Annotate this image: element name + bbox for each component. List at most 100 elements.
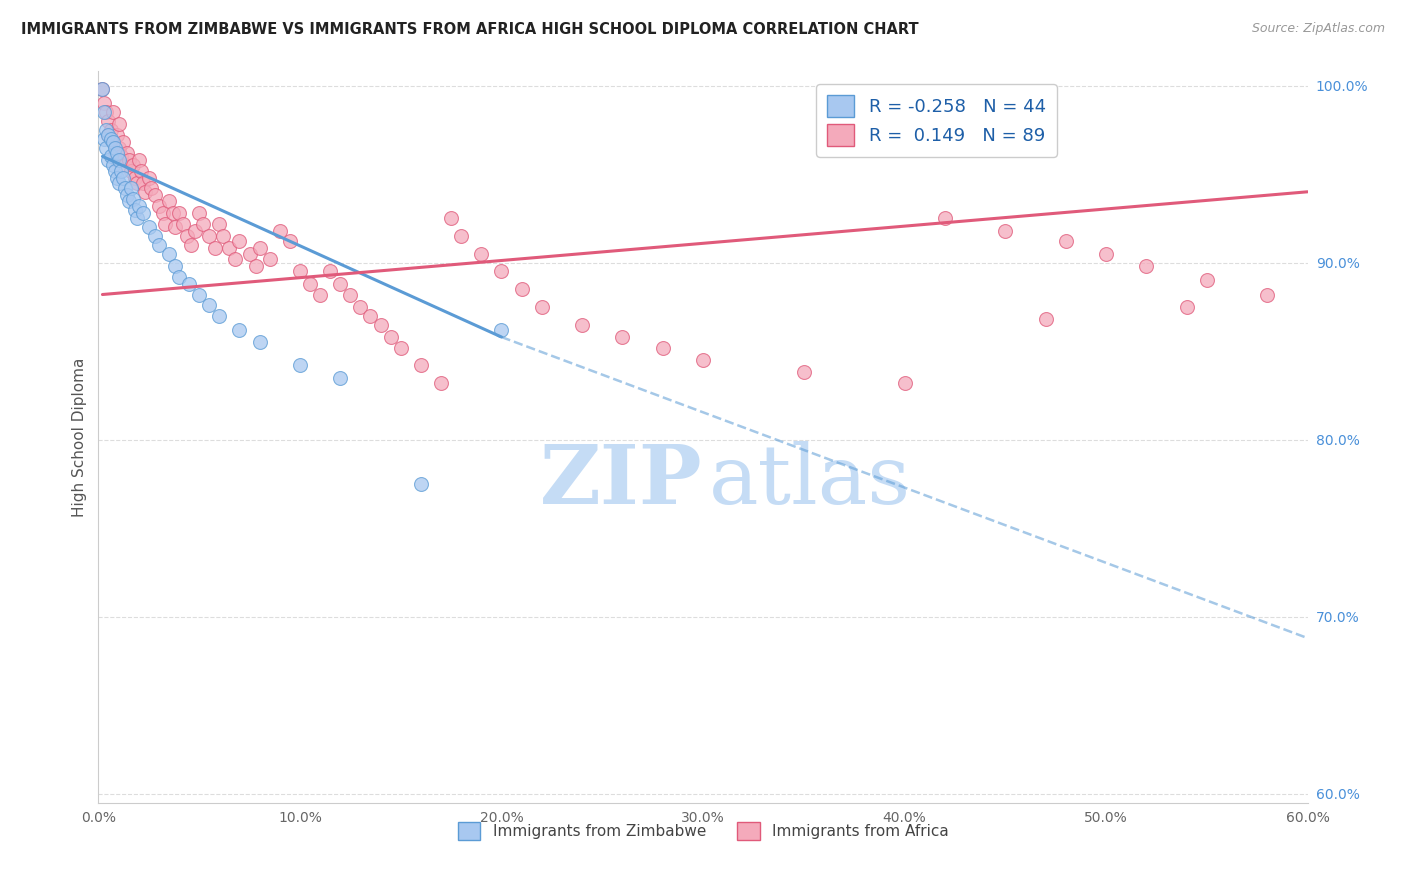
Point <box>105 170 128 185</box>
Point <box>107 153 129 167</box>
Y-axis label: High School Diploma: High School Diploma <box>72 358 87 516</box>
Point <box>157 194 180 208</box>
Point <box>288 359 311 373</box>
Legend: Immigrants from Zimbabwe, Immigrants from Africa: Immigrants from Zimbabwe, Immigrants fro… <box>451 815 955 847</box>
Point <box>530 300 553 314</box>
Point <box>1135 259 1157 273</box>
Point <box>97 128 120 142</box>
Point <box>269 224 291 238</box>
Point <box>100 123 122 137</box>
Point <box>491 323 513 337</box>
Point <box>249 335 271 350</box>
Point <box>245 259 267 273</box>
Point <box>163 259 186 273</box>
Point <box>105 145 128 160</box>
Point <box>114 181 136 195</box>
Point <box>228 235 250 249</box>
Point <box>179 277 201 291</box>
Point <box>188 206 211 220</box>
Point <box>101 105 124 120</box>
Point <box>389 341 412 355</box>
Point <box>167 206 190 220</box>
Point <box>172 217 194 231</box>
Point <box>143 229 166 244</box>
Point <box>93 96 115 111</box>
Point <box>651 341 673 355</box>
Point <box>249 242 271 256</box>
Point <box>115 145 138 160</box>
Point <box>110 163 132 178</box>
Point <box>380 330 402 344</box>
Text: atlas: atlas <box>709 441 911 521</box>
Point <box>101 135 124 149</box>
Point <box>101 158 124 172</box>
Point <box>138 170 160 185</box>
Point <box>319 264 342 278</box>
Point <box>93 105 115 120</box>
Point <box>97 128 120 142</box>
Point <box>103 140 125 154</box>
Point <box>360 309 382 323</box>
Point <box>370 318 392 332</box>
Point <box>188 287 211 301</box>
Point <box>180 238 202 252</box>
Point <box>103 163 125 178</box>
Point <box>198 298 221 312</box>
Point <box>212 229 235 244</box>
Point <box>120 163 142 178</box>
Point <box>121 158 143 172</box>
Text: IMMIGRANTS FROM ZIMBABWE VS IMMIGRANTS FROM AFRICA HIGH SCHOOL DIPLOMA CORRELATI: IMMIGRANTS FROM ZIMBABWE VS IMMIGRANTS F… <box>21 22 918 37</box>
Point <box>107 140 129 154</box>
Text: ZIP: ZIP <box>540 441 703 521</box>
Point <box>124 170 146 185</box>
Point <box>139 181 162 195</box>
Point <box>450 229 472 244</box>
Point <box>115 188 138 202</box>
Point <box>153 217 176 231</box>
Point <box>218 242 240 256</box>
Point <box>129 163 152 178</box>
Point <box>1195 273 1218 287</box>
Point <box>440 211 463 226</box>
Point <box>120 181 142 195</box>
Point <box>208 309 231 323</box>
Point <box>132 176 155 190</box>
Point <box>132 206 155 220</box>
Point <box>128 199 150 213</box>
Point <box>96 140 118 154</box>
Point <box>143 188 166 202</box>
Point <box>198 229 221 244</box>
Point <box>491 264 513 278</box>
Point <box>91 82 114 96</box>
Point <box>184 224 207 238</box>
Point <box>162 206 184 220</box>
Point <box>121 192 143 206</box>
Point <box>208 217 231 231</box>
Point <box>152 206 174 220</box>
Point <box>204 242 226 256</box>
Point <box>299 277 322 291</box>
Point <box>97 153 120 167</box>
Point <box>339 287 361 301</box>
Point <box>138 220 160 235</box>
Point <box>148 238 170 252</box>
Point <box>612 330 634 344</box>
Point <box>125 176 148 190</box>
Point <box>125 211 148 226</box>
Point <box>1054 235 1077 249</box>
Point <box>288 264 311 278</box>
Point <box>329 370 352 384</box>
Point <box>103 145 125 160</box>
Point <box>157 247 180 261</box>
Point <box>107 118 129 132</box>
Point <box>124 202 146 217</box>
Point <box>224 252 246 266</box>
Point <box>193 217 215 231</box>
Point <box>430 376 453 390</box>
Text: Source: ZipAtlas.com: Source: ZipAtlas.com <box>1251 22 1385 36</box>
Point <box>228 323 250 337</box>
Point <box>409 359 432 373</box>
Point <box>118 194 141 208</box>
Point <box>110 149 132 163</box>
Point <box>239 247 262 261</box>
